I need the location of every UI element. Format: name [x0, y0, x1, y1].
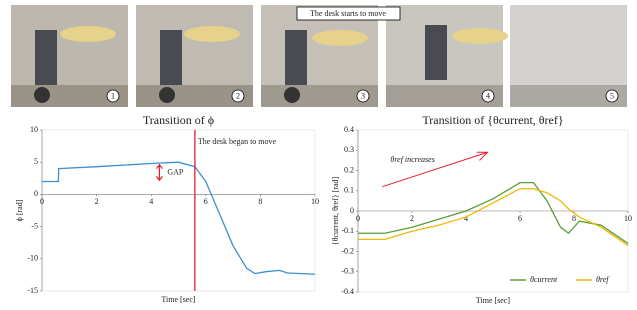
y-tick-label: 0 [34, 189, 38, 198]
gap-label: GAP [167, 167, 184, 176]
x-tick-label: 8 [258, 197, 262, 206]
event-label: The desk began to move [198, 137, 277, 146]
y-tick-label: 5 [34, 157, 38, 166]
x-axis-label: Time [sec] [161, 295, 195, 304]
photo-caption: The desk starts to move [310, 9, 386, 18]
x-tick-label: 0 [356, 214, 360, 223]
series-line [358, 189, 628, 246]
x-tick-label: 4 [149, 197, 153, 206]
y-tick-label: -5 [31, 221, 38, 230]
photo-number: 4 [486, 91, 490, 100]
x-tick-label: 10 [311, 197, 319, 206]
x-tick-label: 2 [95, 197, 99, 206]
x-tick-label: 6 [518, 214, 522, 223]
y-tick-label: -0.2 [341, 246, 354, 255]
chart-title: Transition of ϕ [143, 113, 214, 127]
figure: The desk starts to move 1 2 3 4 5 Transition … [0, 0, 637, 310]
y-tick-label: -0.1 [341, 226, 354, 235]
x-axis-label: Time [sec] [476, 296, 510, 305]
x-tick-label: 2 [410, 214, 414, 223]
legend-label: θcurrent [530, 275, 558, 284]
plot-frame [42, 130, 315, 291]
y-tick-label: 0 [350, 206, 354, 215]
x-tick-label: 0 [40, 197, 44, 206]
y-axis-label: ϕ [rad] [15, 199, 24, 221]
y-tick-label: -0.3 [341, 267, 354, 276]
y-tick-label: 10 [30, 125, 38, 134]
legend-label: θref [596, 275, 610, 284]
y-tick-label: -15 [27, 286, 38, 295]
x-tick-label: 4 [464, 214, 468, 223]
y-tick-label: 0.4 [344, 125, 354, 134]
series-line [358, 183, 628, 244]
series-line [42, 162, 315, 274]
y-axis-label: {θcurrent, θref} [rad] [331, 176, 340, 245]
y-tick-label: -0.4 [341, 287, 354, 296]
x-tick-label: 6 [204, 197, 208, 206]
chart-title: Transition of {θcurrent, θref} [422, 113, 563, 127]
y-tick-label: 0.2 [344, 165, 354, 174]
x-tick-label: 8 [572, 214, 576, 223]
annotation-label: θref increases [390, 155, 434, 164]
photo-number: 2 [236, 91, 240, 100]
y-tick-label: 0.1 [344, 186, 354, 195]
photo-number: 3 [361, 91, 365, 100]
y-tick-label: 0.3 [344, 145, 354, 154]
photo-number: 5 [610, 91, 614, 100]
photo-number: 1 [111, 91, 115, 100]
x-tick-label: 10 [624, 214, 632, 223]
gap-arrow [156, 165, 162, 180]
y-tick-label: -10 [27, 254, 38, 263]
photos: The desk starts to move [11, 5, 627, 107]
